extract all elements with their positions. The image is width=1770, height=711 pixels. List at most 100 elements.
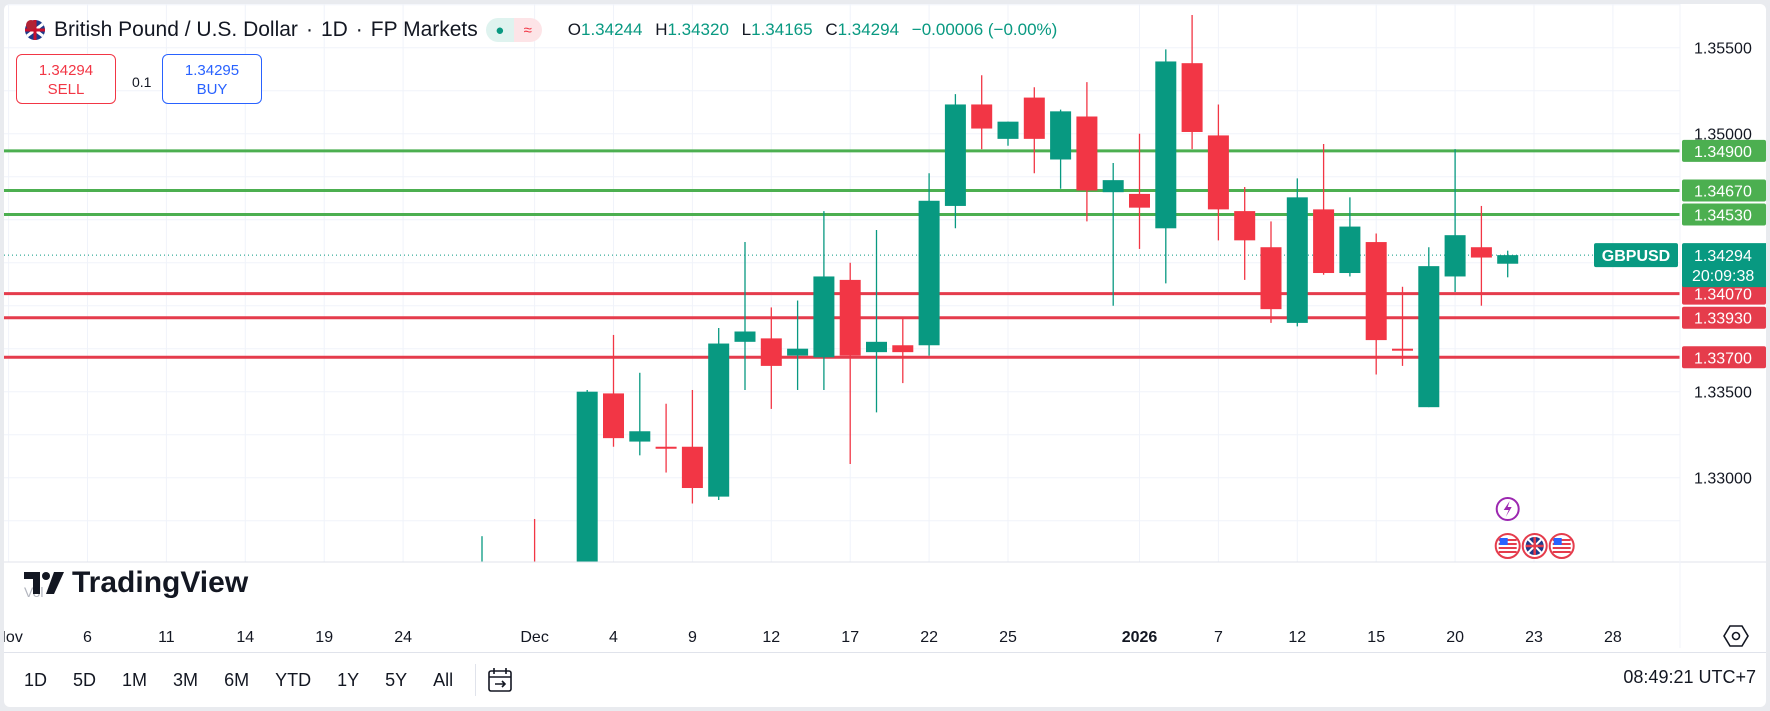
candle-body — [629, 431, 651, 442]
candle[interactable] — [629, 372, 651, 456]
time-axis-label: 6 — [83, 629, 92, 646]
range-3m[interactable]: 3M — [173, 669, 199, 690]
divider — [475, 664, 477, 696]
range-5y[interactable]: 5Y — [385, 669, 408, 690]
candle[interactable] — [1155, 49, 1177, 284]
candle[interactable] — [655, 403, 677, 473]
us-flag-event-icon[interactable] — [1548, 533, 1575, 559]
candle[interactable] — [1050, 109, 1072, 189]
candle[interactable] — [1392, 286, 1413, 366]
time-axis-label: 17 — [841, 629, 859, 646]
candle[interactable] — [681, 389, 703, 504]
resistance-price-tag[interactable] — [1682, 139, 1766, 162]
us-flag-event-icon[interactable] — [1494, 533, 1521, 559]
symbol-tag[interactable] — [1594, 243, 1678, 268]
support-price-label: 1.33930 — [1694, 311, 1752, 328]
candle[interactable] — [472, 536, 493, 598]
high-label: H — [655, 20, 668, 39]
candle-body — [944, 104, 966, 206]
range-ytd[interactable]: YTD — [275, 669, 312, 690]
candle[interactable] — [1339, 197, 1361, 277]
candle[interactable] — [1260, 221, 1282, 323]
interval[interactable]: 1D — [320, 18, 348, 41]
spread: 0.1 — [132, 74, 152, 90]
candle[interactable] — [1181, 15, 1203, 150]
open-value: 1.34244 — [581, 20, 643, 39]
tradingview-logo-icon — [24, 572, 64, 594]
candle[interactable] — [1129, 133, 1150, 249]
candle[interactable] — [1470, 205, 1492, 306]
candle[interactable] — [1418, 247, 1440, 408]
candle[interactable] — [1313, 144, 1335, 275]
time-axis-label: 24 — [394, 629, 412, 646]
candle[interactable] — [997, 121, 1019, 146]
resistance-price-tag[interactable] — [1682, 179, 1766, 202]
status-pill[interactable]: ● ≈ — [485, 18, 542, 42]
flag-canton — [1499, 538, 1508, 545]
range-1y[interactable]: 1Y — [337, 669, 360, 690]
range-1d[interactable]: 1D — [24, 669, 48, 690]
candle[interactable] — [1023, 87, 1045, 174]
candle-body — [1286, 197, 1308, 323]
candle[interactable] — [918, 173, 940, 356]
time-axis-label: 4 — [609, 629, 618, 646]
range-all[interactable]: All — [433, 669, 454, 690]
go-to-date-calendar-icon[interactable] — [486, 666, 514, 694]
candle[interactable] — [971, 75, 993, 150]
candle[interactable] — [1234, 187, 1256, 280]
support-price-tag[interactable] — [1682, 306, 1766, 329]
candle-body — [1181, 63, 1203, 132]
candle[interactable] — [1207, 104, 1229, 241]
axis-settings-icon[interactable] — [1723, 625, 1749, 647]
candle[interactable] — [839, 262, 861, 464]
candle[interactable] — [498, 561, 519, 598]
flag-cross — [1525, 537, 1544, 555]
candle-body — [1392, 348, 1413, 351]
candle[interactable] — [524, 518, 545, 598]
candle[interactable] — [760, 307, 782, 409]
range-5d[interactable]: 5D — [73, 669, 97, 690]
candle[interactable] — [603, 334, 624, 447]
low-value: 1.34165 — [751, 20, 813, 39]
candle[interactable] — [892, 317, 914, 384]
candle[interactable] — [1076, 82, 1098, 222]
range-1m[interactable]: 1M — [122, 669, 148, 690]
uk-flag-event-icon[interactable] — [1521, 533, 1548, 559]
close-label: C — [825, 20, 838, 39]
candle[interactable] — [787, 300, 809, 390]
candle[interactable] — [866, 230, 887, 413]
last-price-label: 1.34294 — [1694, 248, 1752, 265]
range-6m[interactable]: 6M — [224, 669, 250, 690]
candle-body — [1313, 209, 1335, 274]
candle-body — [760, 338, 782, 366]
tradingview-logo[interactable]: TradingView — [24, 566, 248, 600]
candle[interactable] — [1365, 233, 1387, 375]
sell-button[interactable]: 1.34294 SELL — [16, 54, 116, 104]
candle[interactable] — [1102, 162, 1124, 306]
last-price-tag[interactable] — [1682, 243, 1766, 288]
candle[interactable] — [1497, 250, 1519, 278]
sell-label: SELL — [47, 81, 85, 98]
support-price-tag[interactable] — [1682, 282, 1766, 305]
candle[interactable] — [944, 94, 966, 229]
candle[interactable] — [734, 242, 756, 390]
clock-timezone[interactable]: 08:49:21 UTC+7 — [1623, 667, 1756, 687]
candle[interactable] — [708, 328, 730, 501]
candle-body — [472, 572, 493, 581]
economic-event-lightning-icon[interactable] — [1495, 497, 1520, 521]
buy-button[interactable]: 1.34295 BUY — [162, 54, 262, 104]
candle-body — [498, 572, 519, 575]
chart-pane[interactable]: 1.35500 1.35000 1.33500 1.33000 1.34900 1.346… — [4, 4, 1766, 707]
support-price-tag[interactable] — [1682, 346, 1766, 369]
candle[interactable] — [576, 389, 598, 633]
candle-body — [813, 276, 835, 358]
candle[interactable] — [1286, 178, 1308, 327]
separator: · — [305, 18, 313, 41]
symbol-title[interactable]: British Pound / U.S. Dollar — [54, 18, 298, 41]
candle[interactable] — [1444, 149, 1466, 292]
candle[interactable] — [813, 211, 835, 390]
candle-body — [1260, 247, 1282, 310]
resistance-price-tag[interactable] — [1682, 203, 1766, 226]
flag-circle — [1548, 533, 1575, 559]
candle-body — [1102, 180, 1124, 193]
